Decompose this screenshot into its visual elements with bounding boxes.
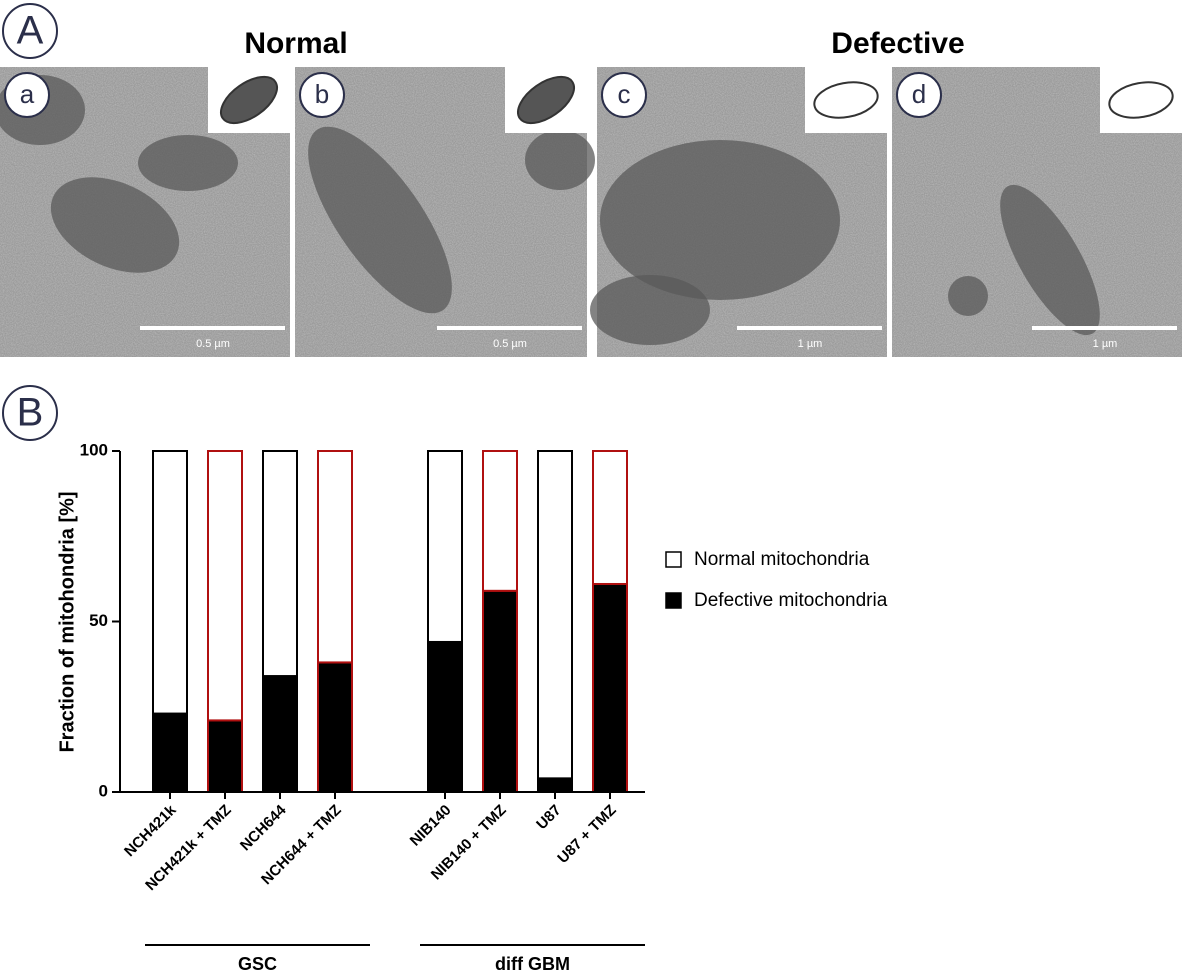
bar-segment	[427, 640, 463, 794]
bar-segment	[317, 661, 353, 793]
organelle	[525, 130, 595, 190]
organelle	[50, 177, 180, 273]
image-badge	[601, 72, 647, 118]
image-label: a	[20, 79, 35, 109]
bar-segment	[207, 450, 243, 722]
organelle	[1000, 184, 1100, 336]
y-tick-label: 50	[89, 611, 108, 630]
bar-segment	[482, 589, 518, 793]
y-tick-label: 0	[99, 781, 108, 800]
image-badge	[299, 72, 345, 118]
header: Defective	[831, 27, 964, 60]
bar-segment	[262, 675, 298, 793]
x-tick-label: U87	[533, 802, 564, 833]
inset-sketch	[517, 75, 575, 125]
panel-badge	[2, 3, 58, 59]
y-axis-label: Fraction of mitohondria [%]	[56, 491, 78, 752]
panel-badge	[2, 385, 58, 441]
panel-a: A Normal Defective a 0.5 µm b 0.5 µm c 1 µm d 1…	[0, 3, 1182, 357]
legend-label: Normal mitochondria	[694, 549, 870, 570]
image-badge	[4, 72, 50, 118]
bar-segment	[317, 450, 353, 664]
inset-sketch	[1108, 81, 1174, 119]
panel-label: B	[17, 391, 44, 435]
scale-label: 1 µm	[798, 338, 823, 350]
image-label: b	[315, 79, 329, 109]
panel-b: B Fraction of mitohondria [%] 0 50 100 GSC di…	[2, 385, 888, 974]
group-label: diff GBM	[495, 954, 570, 974]
legend-swatch	[665, 551, 682, 568]
y-tick-label: 100	[80, 440, 108, 459]
legend-swatch	[665, 592, 682, 609]
image-label: c	[618, 79, 631, 109]
header: Normal	[244, 27, 347, 60]
x-tick-label: NCH421k	[121, 801, 180, 860]
organelle	[138, 135, 238, 191]
bar-segment	[152, 450, 188, 715]
bar-segment	[152, 712, 188, 794]
x-tick-label: U87 + TMZ	[554, 802, 619, 867]
organelle	[590, 275, 710, 345]
bar-segment	[482, 450, 518, 592]
inset-sketch	[813, 81, 879, 119]
bar-segment	[262, 450, 298, 678]
bar-segment	[427, 450, 463, 643]
x-tick-label: NCH644	[237, 801, 290, 854]
group-label: GSC	[238, 954, 277, 974]
bar-segment	[592, 450, 628, 585]
image-label: d	[912, 79, 926, 109]
bar-segment	[207, 719, 243, 794]
bar-segment	[537, 450, 573, 780]
legend-label: Defective mitochondria	[694, 590, 888, 611]
bar-segment	[537, 777, 573, 793]
scale-label: 0.5 µm	[196, 338, 230, 350]
scale-label: 0.5 µm	[493, 338, 527, 350]
organelle	[948, 276, 988, 316]
bar-segment	[592, 582, 628, 793]
organelle	[308, 126, 452, 314]
scale-label: 1 µm	[1093, 338, 1118, 350]
panel-label: A	[17, 9, 44, 53]
x-tick-label: NIB140	[407, 802, 455, 850]
image-badge	[896, 72, 942, 118]
organelle	[600, 140, 840, 300]
inset-sketch	[220, 75, 278, 125]
